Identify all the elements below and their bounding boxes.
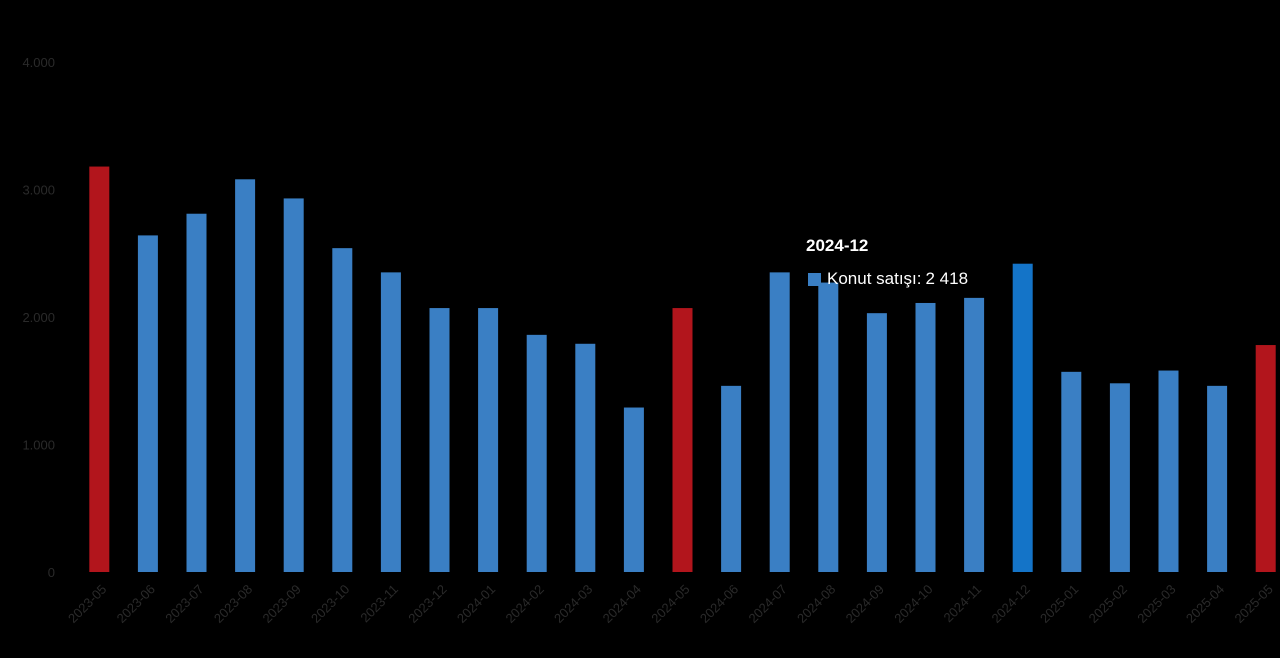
- x-tick-label: 2025-05: [1231, 582, 1275, 626]
- x-tick-label: 2024-07: [745, 582, 789, 626]
- bar-2023-05[interactable]: [89, 166, 110, 573]
- x-tick-label: 2025-01: [1037, 582, 1081, 626]
- x-tick-label: 2023-11: [357, 582, 401, 626]
- bar-2024-08[interactable]: [818, 282, 839, 572]
- bar-2024-05[interactable]: [672, 308, 693, 572]
- bar-2023-10[interactable]: [332, 248, 353, 572]
- x-tick-label: 2024-02: [502, 582, 546, 626]
- bar-2025-01[interactable]: [1061, 371, 1082, 572]
- y-tick-label: 3.000: [22, 183, 55, 198]
- bar-2025-04[interactable]: [1207, 385, 1228, 572]
- bar-2024-11[interactable]: [964, 297, 985, 572]
- x-tick-label: 2023-10: [308, 582, 352, 626]
- tooltip: 2024-12 Konut satışı: 2 418: [800, 232, 1010, 290]
- x-tick-label: 2024-12: [988, 582, 1032, 626]
- y-axis: 0 1.000 2.000 3.000 4.000: [22, 55, 55, 580]
- x-tick-label: 2024-04: [600, 582, 644, 626]
- bar-2023-07[interactable]: [186, 213, 207, 572]
- tooltip-row: Konut satışı: 2 418: [800, 268, 1010, 290]
- x-tick-label: 2024-10: [891, 582, 935, 626]
- x-tick-label: 2023-08: [211, 582, 255, 626]
- x-tick-label: 2023-12: [405, 582, 449, 626]
- x-tick-label: 2025-04: [1183, 582, 1227, 626]
- bar-2023-12[interactable]: [429, 308, 450, 572]
- tooltip-legend-swatch: [808, 272, 821, 286]
- bar-2023-06[interactable]: [137, 235, 158, 572]
- y-tick-label: 4.000: [22, 55, 55, 70]
- tooltip-series-label: Konut satışı:: [827, 269, 922, 288]
- x-tick-label: 2023-06: [114, 582, 158, 626]
- bar-2023-08[interactable]: [235, 179, 256, 573]
- bar-2024-01[interactable]: [478, 308, 499, 572]
- x-tick-label: 2023-07: [162, 582, 206, 626]
- x-tick-label: 2024-05: [648, 582, 692, 626]
- x-tick-label: 2024-11: [941, 582, 985, 626]
- bar-2024-12[interactable]: [1012, 263, 1033, 572]
- tooltip-title: 2024-12: [806, 236, 869, 255]
- x-tick-label: 2024-03: [551, 582, 595, 626]
- bar-2024-07[interactable]: [769, 272, 790, 572]
- bar-2024-09[interactable]: [866, 313, 887, 572]
- y-tick-label: 1.000: [22, 438, 55, 453]
- bar-2023-09[interactable]: [283, 198, 304, 573]
- x-tick-label: 2025-03: [1134, 582, 1178, 626]
- tooltip-value: 2 418: [925, 269, 969, 288]
- bar-2024-10[interactable]: [915, 302, 936, 572]
- y-tick-label: 0: [48, 565, 55, 580]
- y-tick-label: 2.000: [22, 310, 55, 325]
- bar-2024-03[interactable]: [575, 343, 596, 572]
- x-tick-label: 2023-05: [65, 582, 109, 626]
- bar-series: [89, 166, 1276, 573]
- x-tick-label: 2024-06: [697, 582, 741, 626]
- x-axis: 2023-05 2023-06 2023-07 2023-08 2023-09 2023-…: [65, 582, 1276, 626]
- bar-2023-11[interactable]: [380, 272, 401, 572]
- x-tick-label: 2024-09: [843, 582, 887, 626]
- bar-2024-02[interactable]: [526, 334, 547, 572]
- bar-2025-02[interactable]: [1109, 383, 1130, 572]
- x-tick-label: 2025-02: [1086, 582, 1130, 626]
- x-tick-label: 2024-08: [794, 582, 838, 626]
- bar-2024-04[interactable]: [623, 407, 644, 572]
- bar-2025-03[interactable]: [1158, 370, 1179, 572]
- bar-2025-05[interactable]: [1255, 345, 1276, 572]
- bar-2024-06[interactable]: [721, 385, 742, 572]
- x-tick-label: 2023-09: [259, 582, 303, 626]
- x-tick-label: 2024-01: [454, 582, 498, 626]
